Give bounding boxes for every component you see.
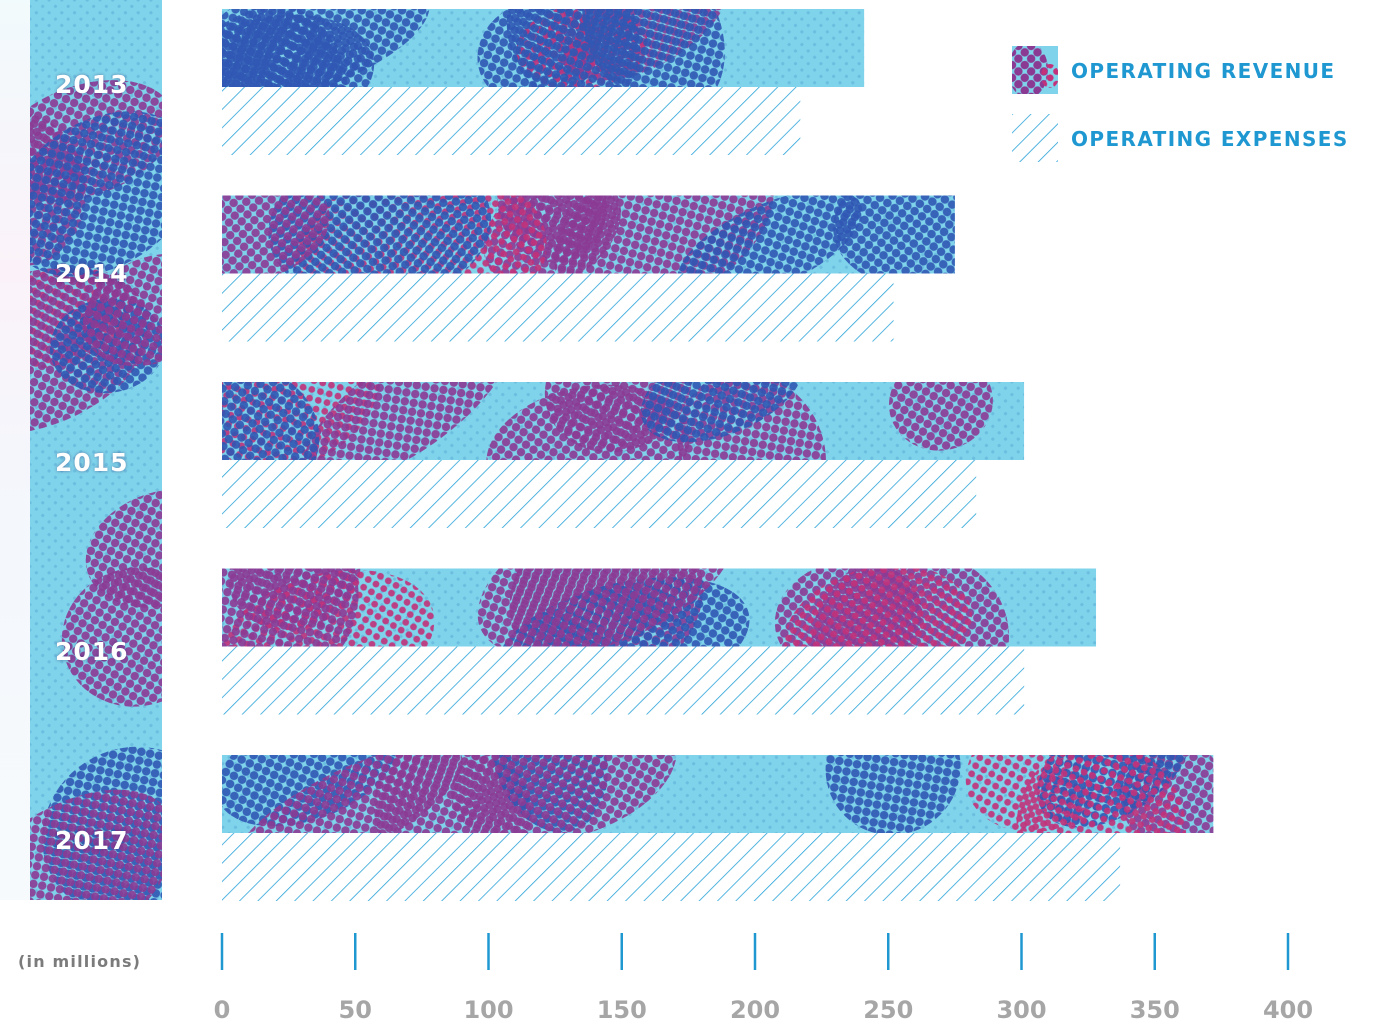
x-tick-label: 100 bbox=[463, 996, 513, 1024]
legend-label-expenses: OPERATING EXPENSES bbox=[1071, 127, 1349, 151]
x-tick-label: 0 bbox=[214, 996, 231, 1024]
x-tick-label: 150 bbox=[597, 996, 647, 1024]
x-tick-label: 300 bbox=[996, 996, 1046, 1024]
year-label-2014: 2014 bbox=[55, 259, 129, 288]
bar-revenue-2013 bbox=[222, 9, 865, 87]
bar-expenses-2017 bbox=[222, 833, 1121, 901]
legend-swatch-expenses bbox=[1012, 114, 1058, 162]
bar-expenses-2014 bbox=[222, 273, 894, 342]
bar-revenue-2015 bbox=[222, 382, 1025, 460]
year-strip bbox=[30, 0, 162, 900]
bar-revenue-2016 bbox=[222, 568, 1097, 647]
side-gradient-edge bbox=[0, 0, 30, 900]
legend-label-revenue: OPERATING REVENUE bbox=[1071, 59, 1336, 83]
x-tick-label: 400 bbox=[1263, 996, 1313, 1024]
x-tick-label: 250 bbox=[863, 996, 913, 1024]
bar-revenue-2017 bbox=[222, 755, 1214, 833]
bar-expenses-2016 bbox=[222, 646, 1025, 715]
x-tick-label: 200 bbox=[730, 996, 780, 1024]
legend-item-expenses: OPERATING EXPENSES bbox=[1012, 114, 1372, 162]
bar-revenue-2014 bbox=[222, 195, 955, 274]
year-label-2013: 2013 bbox=[55, 70, 129, 99]
x-tick-label: 350 bbox=[1130, 996, 1180, 1024]
axis-unit-label: (in millions) bbox=[18, 952, 142, 971]
bars-layer bbox=[222, 9, 1214, 901]
legend-item-revenue: OPERATING REVENUE bbox=[1012, 46, 1372, 94]
legend-swatch-revenue bbox=[1012, 46, 1058, 94]
year-label-2016: 2016 bbox=[55, 637, 129, 666]
year-strip-halftone bbox=[30, 0, 162, 900]
x-tick-label: 50 bbox=[339, 996, 372, 1024]
bar-expenses-2015 bbox=[222, 460, 977, 528]
year-label-2017: 2017 bbox=[55, 826, 129, 855]
bar-expenses-2013 bbox=[222, 87, 801, 155]
x-axis: 0 50 100 150 200 250 300 350 400 bbox=[214, 933, 1313, 1024]
year-label-2015: 2015 bbox=[55, 448, 129, 477]
